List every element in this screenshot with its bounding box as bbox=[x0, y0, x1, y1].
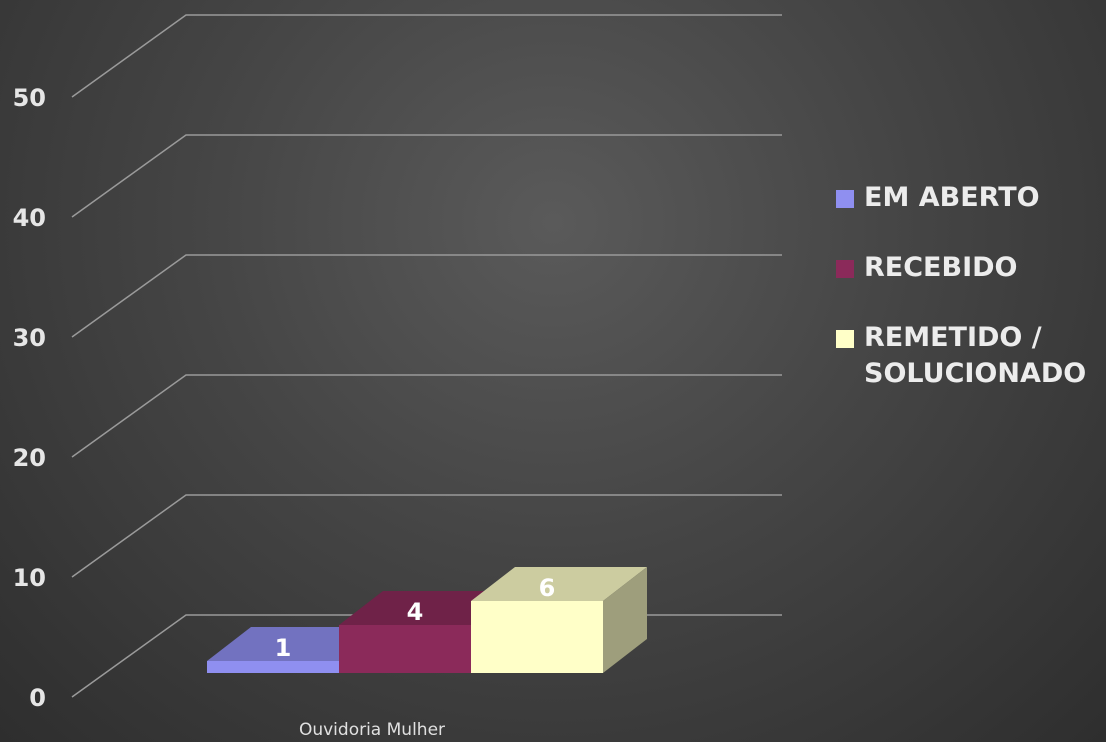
gridline-40 bbox=[71, 134, 782, 218]
legend: EM ABERTO RECEBIDO REMETIDO / SOLUCIONAD… bbox=[836, 180, 1098, 426]
legend-label-em-aberto: EM ABERTO bbox=[864, 182, 1040, 213]
gridline-50 bbox=[71, 14, 782, 98]
data-label-em-aberto: 1 bbox=[275, 634, 292, 662]
legend-swatch-remetido-solucionado bbox=[836, 330, 854, 348]
bar-top-remetido-solucionado bbox=[471, 567, 647, 601]
data-label-remetido-solucionado: 6 bbox=[539, 574, 556, 602]
legend-label-remetido-solucionado: REMETIDO / SOLUCIONADO bbox=[864, 322, 1087, 389]
bars bbox=[207, 567, 647, 673]
y-tick-label-50: 50 bbox=[13, 84, 46, 112]
legend-item-recebido: RECEBIDO bbox=[836, 250, 1098, 286]
data-labels: 1 4 6 bbox=[275, 574, 556, 662]
gridline-20 bbox=[71, 374, 782, 458]
legend-swatch-em-aberto bbox=[836, 190, 854, 208]
legend-label-recebido: RECEBIDO bbox=[864, 252, 1018, 283]
bar-front-remetido-solucionado bbox=[471, 601, 603, 673]
y-tick-label-40: 40 bbox=[13, 204, 46, 232]
y-tick-label-30: 30 bbox=[13, 324, 46, 352]
legend-item-em-aberto: EM ABERTO bbox=[836, 180, 1098, 216]
y-tick-label-10: 10 bbox=[13, 564, 46, 592]
gridline-30 bbox=[71, 254, 782, 338]
bar-front-em-aberto bbox=[207, 661, 339, 673]
legend-swatch-recebido bbox=[836, 260, 854, 278]
bar-remetido-solucionado bbox=[471, 567, 647, 673]
bar-side-remetido-solucionado bbox=[603, 567, 647, 673]
gridline-10 bbox=[71, 494, 782, 578]
legend-item-remetido-solucionado: REMETIDO / SOLUCIONADO bbox=[836, 320, 1098, 392]
bar-front-recebido bbox=[339, 625, 471, 673]
data-label-recebido: 4 bbox=[407, 598, 424, 626]
x-category-label: Ouvidoria Mulher bbox=[299, 720, 445, 740]
y-tick-label-20: 20 bbox=[13, 444, 46, 472]
y-tick-label-0: 0 bbox=[29, 684, 46, 712]
y-axis-ticks: 0 10 20 30 40 50 bbox=[13, 84, 46, 712]
